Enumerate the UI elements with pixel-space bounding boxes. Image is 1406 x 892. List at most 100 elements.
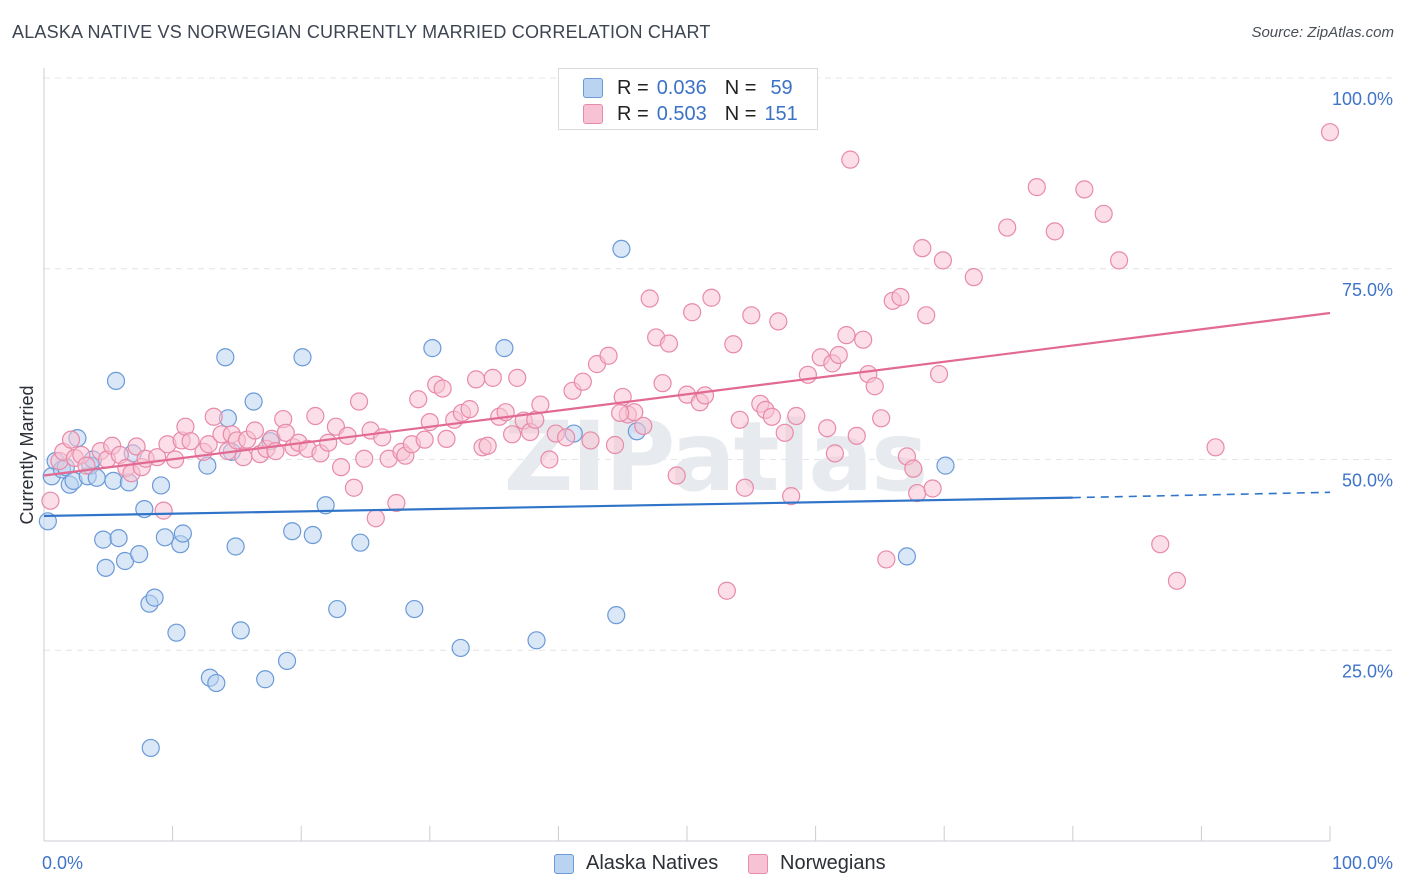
series-legend: Alaska Natives Norwegians xyxy=(0,852,1406,878)
alaska-native-point xyxy=(155,528,174,547)
norwegian-point xyxy=(640,289,659,308)
y-tick-label: 75.0% xyxy=(1342,280,1393,300)
norwegian-point xyxy=(460,400,479,419)
norwegian-point xyxy=(204,407,223,426)
alaska-native-point xyxy=(141,738,160,758)
norwegian-point xyxy=(872,409,891,428)
norwegian-point xyxy=(199,435,218,454)
norwegian-point xyxy=(1320,123,1340,142)
alaska-native-point xyxy=(607,606,626,625)
norwegian-point xyxy=(730,410,749,429)
norwegian-point xyxy=(775,423,794,442)
alaska-native-point xyxy=(316,496,335,515)
norwegians-trend-line xyxy=(43,311,1331,477)
norwegian-point xyxy=(634,416,653,436)
alaska-native-point xyxy=(293,348,312,367)
norwegian-point xyxy=(355,449,374,468)
alaska-native-point xyxy=(151,476,171,495)
legend-row-alaska: R = 0.036 N = 59 xyxy=(583,76,793,100)
norwegian-point xyxy=(1167,571,1187,590)
norwegian-point xyxy=(41,491,60,510)
norwegian-point xyxy=(929,364,949,384)
alaska-native-point xyxy=(303,525,322,545)
norwegian-point xyxy=(787,406,806,426)
alaska-native-point xyxy=(256,670,275,689)
alaska-native-point xyxy=(405,599,424,619)
norwegian-point xyxy=(319,433,338,452)
legend-r-label: R = xyxy=(617,102,649,125)
chart-title: ALASKA NATIVE VS NORWEGIAN CURRENTLY MAR… xyxy=(12,22,711,42)
norwegian-point xyxy=(387,493,406,513)
alaska-native-point xyxy=(167,623,186,642)
alaska-native-point xyxy=(897,547,917,566)
norwegian-point xyxy=(891,287,910,307)
legend-swatch-pink xyxy=(748,853,768,874)
legend-label: Norwegians xyxy=(780,852,886,874)
norwegian-point xyxy=(540,450,559,469)
correlation-legend: R = 0.036 N = 59 R = 0.503 N = 151 xyxy=(558,68,818,130)
norwegian-point xyxy=(276,423,295,442)
alaska-native-point xyxy=(96,558,115,577)
legend-n-value: 59 xyxy=(770,76,793,99)
norwegian-point xyxy=(349,392,369,411)
norwegian-point xyxy=(818,419,837,438)
grid-layer xyxy=(44,77,1392,651)
norwegian-point xyxy=(531,395,550,414)
norwegian-point xyxy=(1027,178,1046,197)
norwegian-point xyxy=(877,550,896,569)
norwegian-point xyxy=(854,330,873,349)
norwegian-point xyxy=(917,306,936,325)
alaska-native-point xyxy=(283,522,302,541)
norwegian-point xyxy=(415,430,434,449)
alaska-native-point xyxy=(231,621,250,640)
alaska-native-point xyxy=(94,530,113,549)
norwegians-points xyxy=(41,123,1340,600)
norwegian-point xyxy=(659,334,679,353)
norwegian-point xyxy=(605,435,625,455)
norwegian-point xyxy=(478,436,497,455)
legend-r-value: 0.036 xyxy=(656,76,707,99)
norwegian-point xyxy=(913,239,932,258)
alaska-native-point xyxy=(145,588,164,607)
legend-row-norwegians: R = 0.503 N = 151 xyxy=(583,102,798,126)
y-tick-label: 100.0% xyxy=(1332,89,1393,109)
alaska-native-point xyxy=(106,371,126,391)
norwegian-point xyxy=(127,437,146,456)
norwegian-point xyxy=(904,459,923,478)
norwegian-point xyxy=(503,425,522,444)
norwegian-point xyxy=(847,426,866,445)
norwegian-point xyxy=(573,372,592,391)
norwegian-point xyxy=(306,406,325,426)
alaska-native-point xyxy=(104,471,123,490)
norwegian-point xyxy=(181,432,200,451)
norwegian-point xyxy=(1109,251,1129,270)
alaska-natives-trend-extension xyxy=(1072,491,1331,499)
norwegian-point xyxy=(1151,535,1170,554)
norwegian-point xyxy=(923,479,942,498)
x-tick-label: 0.0% xyxy=(42,853,83,873)
alaska-native-point xyxy=(495,339,514,358)
norwegian-point xyxy=(1206,438,1225,457)
norwegian-point xyxy=(1045,222,1064,241)
alaska-native-point xyxy=(527,631,546,650)
norwegian-point xyxy=(841,150,860,169)
norwegian-point xyxy=(344,478,364,497)
alaska-native-point xyxy=(936,456,955,475)
norwegian-point xyxy=(466,370,486,389)
norwegian-point xyxy=(742,306,761,325)
norwegian-point xyxy=(154,501,173,520)
alaska-native-point xyxy=(277,651,297,671)
axis-layer: 25.0% 50.0% 75.0% 100.0% 0.0% 100.0% xyxy=(42,68,1393,873)
legend-item-alaska-natives: Alaska Natives xyxy=(554,852,718,875)
alaska-native-point xyxy=(173,524,192,543)
legend-n-label: N = xyxy=(724,102,757,125)
norwegian-point xyxy=(695,386,715,405)
alaska-native-point xyxy=(612,239,631,259)
norwegian-point xyxy=(1075,180,1094,199)
alaska-natives-trend-line xyxy=(43,496,1073,518)
norwegian-point xyxy=(998,218,1017,237)
norwegian-point xyxy=(837,326,856,345)
norwegian-point xyxy=(667,466,686,485)
watermark: ZIPatlas xyxy=(504,401,927,513)
